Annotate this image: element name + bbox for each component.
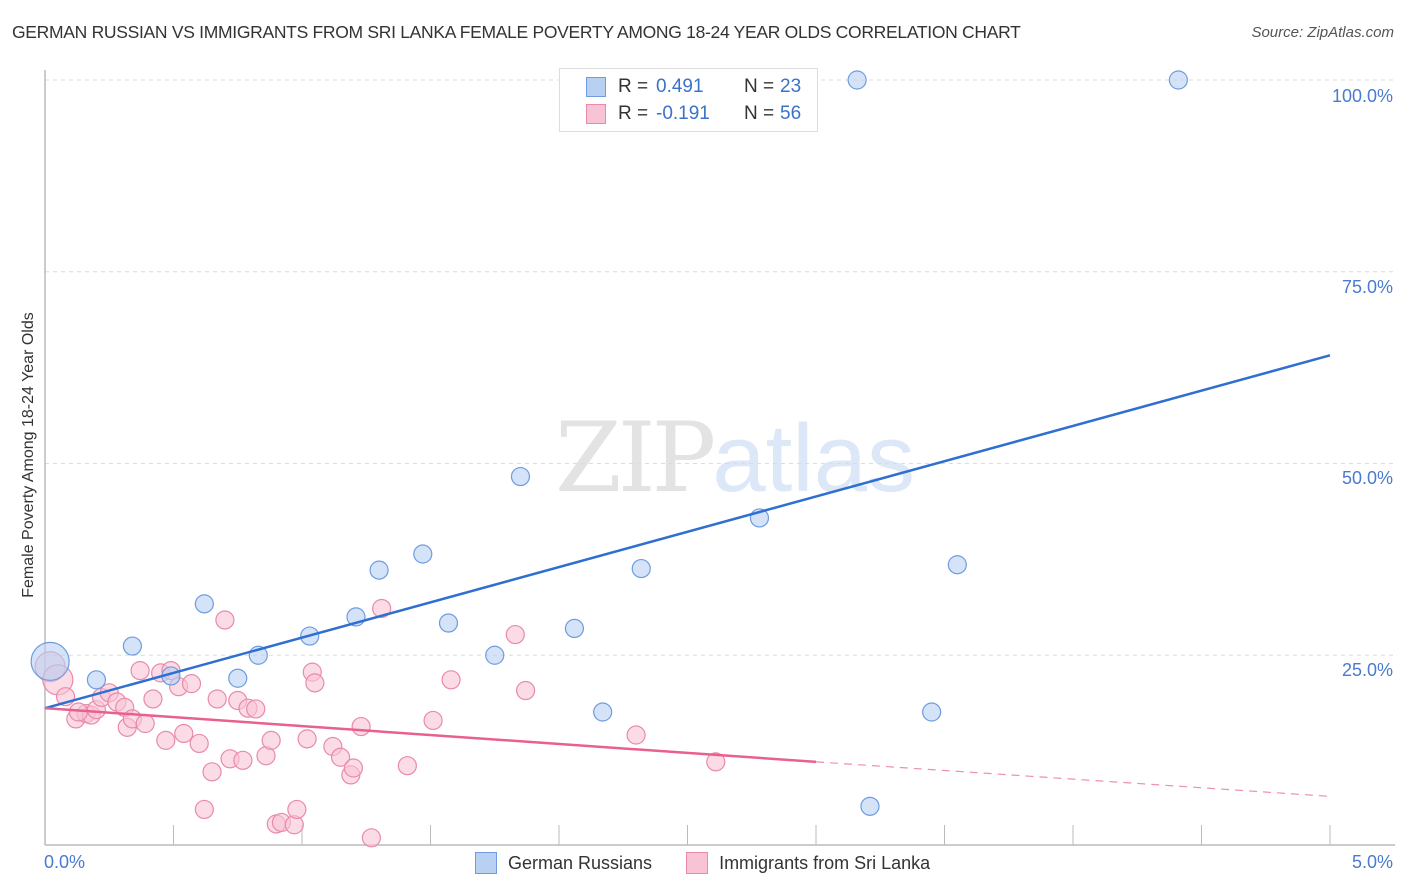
legend-label: German Russians — [508, 852, 653, 873]
german-russian-point — [847, 70, 867, 90]
german-russian-point — [30, 641, 70, 681]
sri-lanka-point — [515, 680, 536, 701]
german-russian-point — [86, 670, 107, 690]
sri-lanka-point — [202, 762, 222, 782]
german-russian-point — [194, 594, 214, 614]
german-russian-point — [438, 613, 459, 633]
sri-lanka-point — [194, 799, 214, 820]
y-tick-25: 25.0% — [1341, 660, 1393, 680]
y-axis-label: Female Poverty Among 18-24 Year Olds — [20, 312, 37, 598]
sri-lanka-point — [343, 758, 363, 778]
n-label: N = — [744, 76, 775, 97]
chart-title: GERMAN RUSSIAN VS IMMIGRANTS FROM SRI LA… — [12, 22, 1021, 42]
sri-lanka-point — [143, 689, 163, 709]
watermark-zip: ZIP — [555, 402, 716, 514]
german-russian-point — [228, 668, 248, 688]
series-legend: German Russians Immigrants from Sri Lank… — [475, 852, 964, 874]
legend-row-sri-lanka: R = -0.191 N = 56 — [586, 102, 801, 126]
sri-lanka-point — [706, 752, 726, 772]
legend-item-german-russians[interactable]: German Russians — [475, 852, 652, 874]
sri-lanka-point — [156, 730, 176, 750]
r-value: -0.191 — [656, 103, 710, 124]
sri-lanka-point — [215, 610, 235, 630]
sri-lanka-point — [297, 729, 317, 749]
german-russian-point — [122, 636, 142, 656]
german-russian-point — [922, 702, 942, 722]
sri-lanka-trendline — [44, 706, 817, 764]
blue-swatch-icon — [586, 77, 606, 97]
german-russian-point — [485, 645, 505, 665]
legend-row-german-russians: R = 0.491 N = 23 — [586, 75, 801, 99]
r-label: R = — [618, 76, 649, 97]
n-label: N = — [744, 103, 775, 124]
sri-lanka-point — [397, 756, 417, 776]
r-label: R = — [618, 103, 649, 124]
sri-lanka-point — [305, 673, 325, 693]
r-value: 0.491 — [656, 76, 704, 97]
sri-lanka-point — [423, 710, 443, 731]
sri-lanka-point — [130, 660, 150, 681]
blue-swatch-icon — [475, 852, 497, 874]
german-russian-point — [564, 618, 585, 639]
german-russian-point — [510, 466, 531, 487]
watermark-logo: ZIPatlas — [555, 402, 915, 514]
x-tick-0: 0.0% — [44, 852, 86, 872]
y-tick-100: 100.0% — [1331, 86, 1393, 106]
german-russian-point — [631, 558, 651, 579]
x-tick-5: 5.0% — [1351, 852, 1393, 872]
y-tick-50: 50.0% — [1341, 468, 1393, 488]
sri-lanka-point — [505, 624, 525, 645]
sri-lanka-point — [372, 598, 392, 619]
n-value: 23 — [780, 76, 802, 97]
german-russian-trendline — [44, 354, 1331, 710]
legend-item-sri-lanka[interactable]: Immigrants from Sri Lanka — [686, 852, 930, 874]
source-label: Source: ZipAtlas.com — [1251, 24, 1394, 41]
sri-lanka-point — [135, 713, 155, 734]
sri-lanka-point — [233, 750, 253, 770]
sri-lanka-point — [441, 670, 461, 690]
sri-lanka-point — [361, 828, 381, 848]
sri-lanka-trendline-extrapolated — [815, 761, 1331, 797]
y-tick-75: 75.0% — [1341, 277, 1393, 297]
sri-lanka-point — [174, 723, 194, 744]
sri-lanka-point — [181, 674, 202, 694]
german-russian-point — [860, 796, 880, 816]
watermark-atlas: atlas — [712, 405, 915, 512]
sri-lanka-point — [246, 699, 266, 719]
german-russian-point — [593, 702, 613, 722]
sri-lanka-point — [287, 799, 307, 820]
pink-swatch-icon — [686, 852, 709, 874]
german-russian-point — [1168, 70, 1188, 90]
sri-lanka-point — [207, 689, 227, 709]
sri-lanka-point — [189, 733, 209, 754]
sri-lanka-point — [261, 730, 281, 750]
pink-swatch-icon — [586, 104, 606, 124]
n-value: 56 — [780, 103, 802, 124]
sri-lanka-point — [626, 725, 646, 745]
sri-lanka-point — [330, 747, 351, 767]
german-russian-point — [369, 560, 389, 580]
sri-lanka-point — [351, 716, 371, 737]
correlation-legend: R = 0.491 N = 23 R = -0.191 N = 56 — [559, 68, 818, 132]
german-russian-point — [413, 544, 433, 564]
legend-label: Immigrants from Sri Lanka — [719, 852, 931, 873]
german-russian-point — [947, 555, 967, 575]
